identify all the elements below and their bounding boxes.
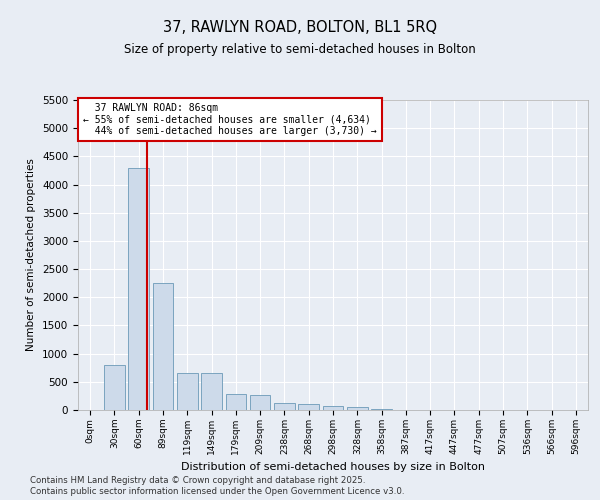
Bar [347, 408, 368, 410]
Text: Contains public sector information licensed under the Open Government Licence v3: Contains public sector information licen… [30, 487, 404, 496]
Bar [177, 374, 197, 410]
Bar [250, 395, 271, 410]
Bar [298, 404, 319, 410]
Text: Contains HM Land Registry data © Crown copyright and database right 2025.: Contains HM Land Registry data © Crown c… [30, 476, 365, 485]
Text: Size of property relative to semi-detached houses in Bolton: Size of property relative to semi-detach… [124, 42, 476, 56]
Bar [274, 402, 295, 410]
Y-axis label: Number of semi-detached properties: Number of semi-detached properties [26, 158, 37, 352]
Bar [323, 406, 343, 410]
Bar [104, 365, 125, 410]
Text: 37, RAWLYN ROAD, BOLTON, BL1 5RQ: 37, RAWLYN ROAD, BOLTON, BL1 5RQ [163, 20, 437, 35]
Bar [152, 283, 173, 410]
Bar [201, 374, 222, 410]
Bar [226, 394, 246, 410]
X-axis label: Distribution of semi-detached houses by size in Bolton: Distribution of semi-detached houses by … [181, 462, 485, 472]
Bar [128, 168, 149, 410]
Text: 37 RAWLYN ROAD: 86sqm
← 55% of semi-detached houses are smaller (4,634)
  44% of: 37 RAWLYN ROAD: 86sqm ← 55% of semi-deta… [83, 103, 377, 136]
